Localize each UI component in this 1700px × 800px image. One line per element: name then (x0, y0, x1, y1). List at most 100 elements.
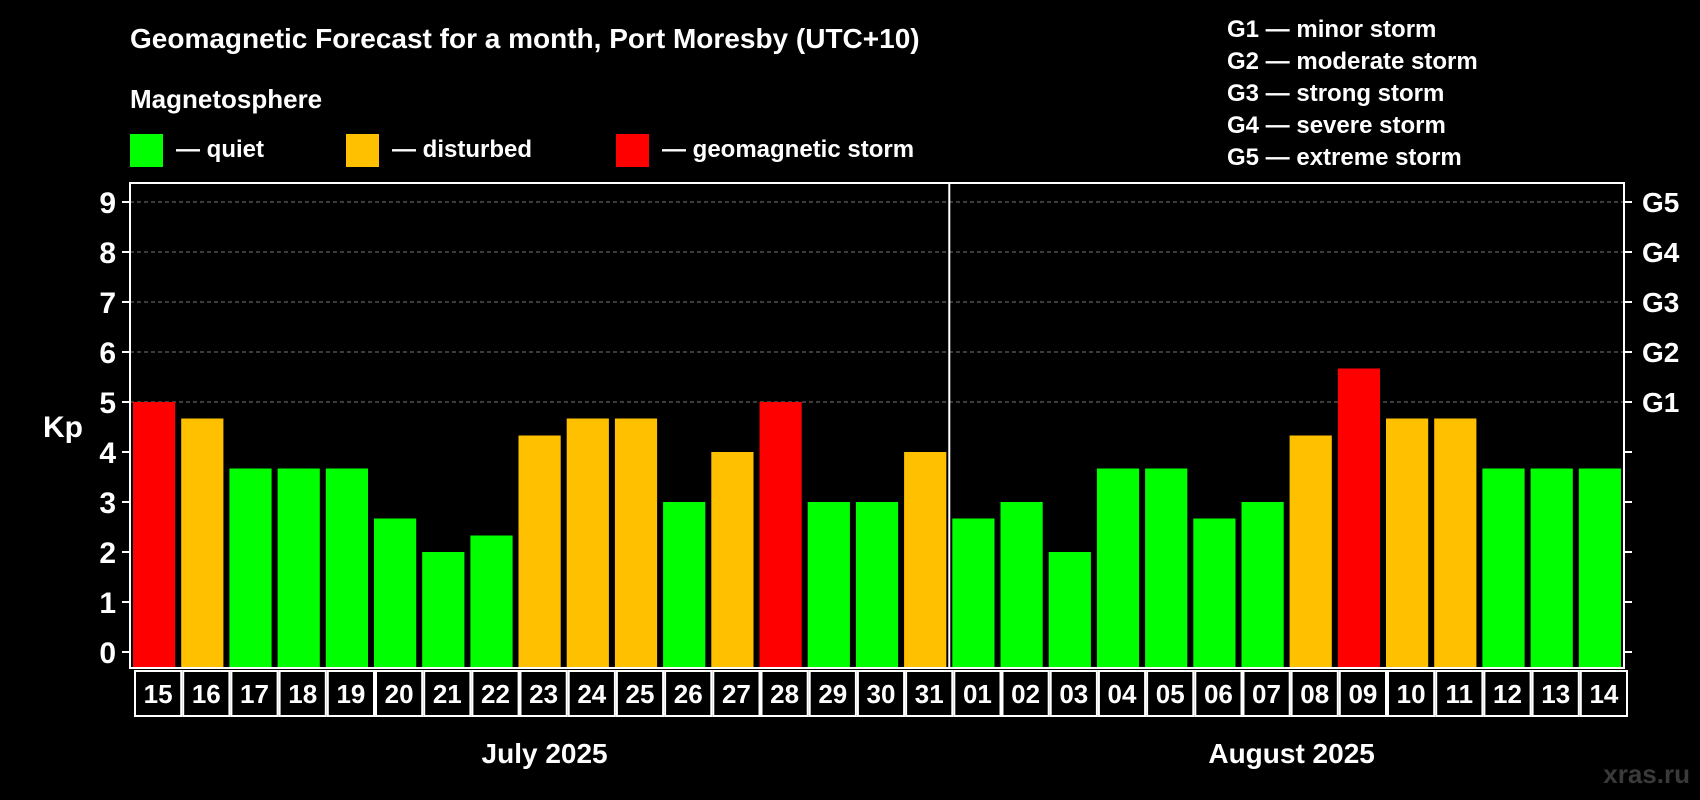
x-tick-cell (953, 670, 1002, 717)
x-tick-label: 02 (1011, 679, 1040, 709)
x-tick-label: 05 (1156, 679, 1185, 709)
x-tick-cell (230, 670, 279, 717)
bar-28 (759, 402, 802, 668)
x-tick-cell (375, 670, 424, 717)
x-tick-cell (1194, 670, 1243, 717)
x-tick-label: 21 (433, 679, 462, 709)
x-tick-label: 25 (626, 679, 655, 709)
storm-scale-g3: G3 — strong storm (1227, 80, 1444, 107)
bar-30 (855, 502, 899, 668)
x-tick-label: 16 (192, 679, 221, 709)
month-labels: July 2025 August 2025 (482, 738, 1375, 769)
x-tick-cell (134, 670, 183, 717)
x-tick-cell (905, 670, 954, 717)
bar-16 (181, 418, 224, 668)
storm-scale-g1: G1 — minor storm (1227, 16, 1436, 43)
bar-15 (133, 402, 176, 668)
x-tick-cell (1146, 670, 1195, 717)
bar-04 (1096, 468, 1140, 668)
legend-swatch-storm (616, 134, 649, 167)
y-axis-label: Kp (43, 411, 83, 444)
x-tick-cell (1097, 670, 1147, 717)
legend-heading: Magnetosphere (130, 84, 322, 114)
x-tick-label: 22 (481, 679, 510, 709)
x-tick-label: 09 (1348, 679, 1377, 709)
bar-19 (325, 468, 368, 668)
bar-31 (904, 452, 947, 668)
axes (122, 182, 1632, 669)
x-tick-label: 08 (1300, 679, 1329, 709)
x-tick-cell (1290, 670, 1339, 717)
x-tick-cell (567, 670, 616, 717)
y-tick-label: 5 (99, 387, 116, 420)
x-tick-cell (1001, 670, 1050, 717)
x-tick-label: 06 (1204, 679, 1233, 709)
right-axis-label-g4: G4 (1642, 237, 1680, 268)
bar-06 (1193, 518, 1236, 668)
watermark: xras.ru (1603, 759, 1690, 789)
storm-scale-g2: G2 — moderate storm (1227, 48, 1478, 75)
right-axis-label-g2: G2 (1642, 337, 1679, 368)
x-tick-cell (1579, 670, 1629, 717)
right-axis-label-g5: G5 (1642, 187, 1679, 218)
plot-frame (129, 182, 1625, 669)
grid-lines (130, 201, 1624, 403)
bar-25 (614, 418, 658, 668)
x-tick-label: 14 (1589, 679, 1618, 709)
legend-swatch-disturbed (346, 134, 379, 167)
right-axis-labels: G1 G2 G3 G4 G5 (1642, 187, 1680, 418)
bar-18 (277, 468, 320, 668)
x-tick-label: 11 (1446, 679, 1474, 709)
bar-29 (807, 502, 850, 668)
x-tick-cell (1387, 670, 1436, 717)
x-tick-cell (856, 670, 906, 717)
y-tick-label: 4 (99, 437, 116, 470)
bar-13 (1530, 468, 1573, 668)
bar-22 (470, 535, 513, 668)
x-tick-cell (1483, 670, 1532, 717)
x-tick-cell (1242, 670, 1291, 717)
x-tick-cell (615, 670, 665, 717)
x-tick-label: 15 (144, 679, 173, 709)
x-tick-cell (808, 670, 857, 717)
x-tick-label: 23 (529, 679, 558, 709)
bar-01 (952, 518, 995, 668)
bar-14 (1578, 468, 1621, 668)
y-tick-label: 8 (99, 237, 116, 270)
x-tick-label: 18 (288, 679, 317, 709)
x-tick-cell (326, 670, 375, 717)
x-tick-label: 03 (1059, 679, 1088, 709)
chart-title: Geomagnetic Forecast for a month, Port M… (130, 23, 920, 54)
x-tick-cell (1435, 670, 1484, 717)
x-tick-label: 10 (1397, 679, 1426, 709)
right-axis-label-g1: G1 (1642, 387, 1679, 418)
bar-08 (1289, 435, 1332, 668)
bar-27 (711, 452, 754, 668)
bar-23 (518, 435, 561, 668)
x-tick-cell (278, 670, 327, 717)
x-tick-cell (664, 670, 713, 717)
legend-label-disturbed: — disturbed (392, 136, 532, 163)
x-tick-cell (423, 670, 472, 717)
x-tick-cell (519, 670, 568, 717)
x-tick-label: 28 (770, 679, 799, 709)
x-tick-labels: 15 16 17 18 19 20 21 22 23 24 25 26 27 28 29 30 31 01 02 03… (134, 670, 1629, 717)
x-tick-label: 13 (1541, 679, 1570, 709)
y-tick-label: 0 (99, 637, 116, 670)
bar-11 (1434, 418, 1477, 668)
storm-scale-legend: G1 — minor storm G2 — moderate storm G3 … (1227, 16, 1478, 171)
x-tick-label: 26 (674, 679, 703, 709)
x-tick-label: 20 (385, 679, 414, 709)
x-tick-cell (1049, 670, 1098, 717)
x-tick-label: 30 (867, 679, 896, 709)
x-tick-label: 12 (1493, 679, 1522, 709)
bar-07 (1241, 502, 1284, 668)
legend-label-storm: — geomagnetic storm (662, 136, 914, 163)
bar-05 (1145, 468, 1188, 668)
y-tick-label: 3 (99, 487, 116, 520)
bar-17 (229, 468, 272, 668)
legend: — quiet — disturbed — geomagnetic storm (130, 134, 914, 167)
bar-03 (1048, 552, 1091, 668)
y-tick-label: 1 (99, 587, 116, 620)
x-tick-cell (471, 670, 520, 717)
